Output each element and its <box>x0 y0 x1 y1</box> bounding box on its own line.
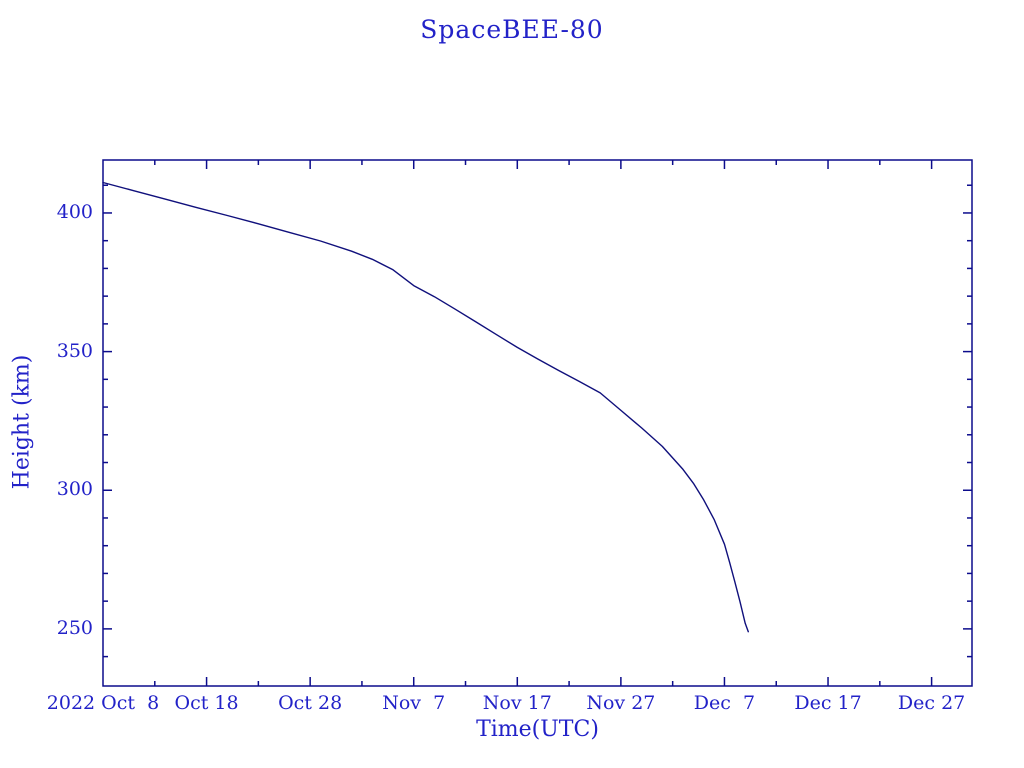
y-tick-label: 300 <box>56 478 93 501</box>
chart-title: SpaceBEE-80 <box>420 15 604 44</box>
x-tick-label: Nov 7 <box>382 692 446 714</box>
x-tick-label: Oct 28 <box>278 692 343 714</box>
x-tick-label: Oct 18 <box>174 692 239 714</box>
plot-frame <box>102 159 973 687</box>
x-tick-label: Dec 27 <box>897 692 966 714</box>
x-tick-label: Nov 27 <box>586 692 656 714</box>
x-tick-label: 2022 Oct 8 <box>46 692 160 714</box>
x-tick-label: Dec 7 <box>693 692 756 714</box>
y-tick-label: 250 <box>56 616 93 639</box>
x-tick-label: Nov 17 <box>482 692 552 714</box>
y-tick-label: 350 <box>56 339 93 362</box>
y-tick-label: 400 <box>56 200 93 223</box>
height-decay-curve <box>102 181 749 633</box>
x-tick-label: Dec 17 <box>794 692 862 714</box>
x-axis-title: Time(UTC) <box>476 717 599 742</box>
